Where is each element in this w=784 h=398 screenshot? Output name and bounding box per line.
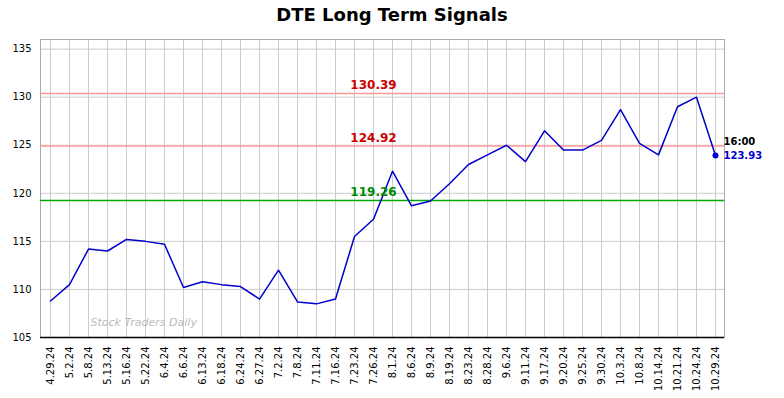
svg-text:4.29.24: 4.29.24 bbox=[45, 347, 56, 385]
svg-text:10.14.24: 10.14.24 bbox=[653, 347, 664, 392]
svg-text:9.25.24: 9.25.24 bbox=[577, 347, 588, 385]
svg-text:124.92: 124.92 bbox=[350, 131, 396, 145]
svg-text:8.28.24: 8.28.24 bbox=[482, 347, 493, 385]
svg-text:10.21.24: 10.21.24 bbox=[672, 347, 683, 392]
svg-text:7.23.24: 7.23.24 bbox=[349, 347, 360, 385]
svg-text:8.19.24: 8.19.24 bbox=[444, 347, 455, 385]
svg-text:10.29.24: 10.29.24 bbox=[710, 347, 721, 392]
svg-text:5.13.24: 5.13.24 bbox=[102, 347, 113, 385]
svg-text:8.1.24: 8.1.24 bbox=[387, 347, 398, 379]
svg-text:5.8.24: 5.8.24 bbox=[83, 347, 94, 379]
svg-text:5.22.24: 5.22.24 bbox=[140, 347, 151, 385]
svg-text:7.16.24: 7.16.24 bbox=[330, 347, 341, 385]
svg-text:9.11.24: 9.11.24 bbox=[520, 347, 531, 385]
svg-text:123.93: 123.93 bbox=[724, 150, 763, 161]
svg-text:6.6.24: 6.6.24 bbox=[178, 347, 189, 379]
svg-text:105: 105 bbox=[12, 332, 31, 343]
svg-text:110: 110 bbox=[12, 284, 31, 295]
svg-text:9.20.24: 9.20.24 bbox=[558, 347, 569, 385]
svg-text:6.13.24: 6.13.24 bbox=[197, 347, 208, 385]
svg-text:Stock Traders Daily: Stock Traders Daily bbox=[91, 316, 198, 329]
svg-text:5.16.24: 5.16.24 bbox=[121, 347, 132, 385]
svg-text:135: 135 bbox=[12, 43, 31, 54]
svg-text:130.39: 130.39 bbox=[350, 78, 396, 92]
svg-text:7.26.24: 7.26.24 bbox=[368, 347, 379, 385]
svg-text:6.4.24: 6.4.24 bbox=[159, 347, 170, 379]
svg-text:115: 115 bbox=[12, 236, 31, 247]
svg-text:10.8.24: 10.8.24 bbox=[634, 347, 645, 385]
svg-text:119.26: 119.26 bbox=[350, 185, 396, 199]
svg-text:7.2.24: 7.2.24 bbox=[273, 347, 284, 379]
svg-text:9.6.24: 9.6.24 bbox=[501, 347, 512, 379]
svg-text:8.9.24: 8.9.24 bbox=[425, 347, 436, 379]
svg-text:5.2.24: 5.2.24 bbox=[64, 347, 75, 379]
svg-text:9.17.24: 9.17.24 bbox=[539, 347, 550, 385]
svg-text:8.6.24: 8.6.24 bbox=[406, 347, 417, 379]
svg-text:9.30.24: 9.30.24 bbox=[596, 347, 607, 385]
svg-text:120: 120 bbox=[12, 188, 31, 199]
html-text:DTE Long Term Signals: DTE Long Term Signals bbox=[276, 4, 508, 25]
svg-text:7.8.24: 7.8.24 bbox=[292, 347, 303, 379]
svg-text:7.11.24: 7.11.24 bbox=[311, 347, 322, 385]
svg-text:6.27.24: 6.27.24 bbox=[254, 347, 265, 385]
svg-text:6.24.24: 6.24.24 bbox=[235, 347, 246, 385]
svg-text:125: 125 bbox=[12, 139, 31, 150]
svg-text:130: 130 bbox=[12, 91, 31, 102]
svg-text:10.3.24: 10.3.24 bbox=[615, 347, 626, 385]
svg-text:10.24.24: 10.24.24 bbox=[691, 347, 702, 392]
svg-text:6.18.24: 6.18.24 bbox=[216, 347, 227, 385]
svg-text:8.23.24: 8.23.24 bbox=[463, 347, 474, 385]
svg-text:16:00: 16:00 bbox=[724, 136, 756, 147]
